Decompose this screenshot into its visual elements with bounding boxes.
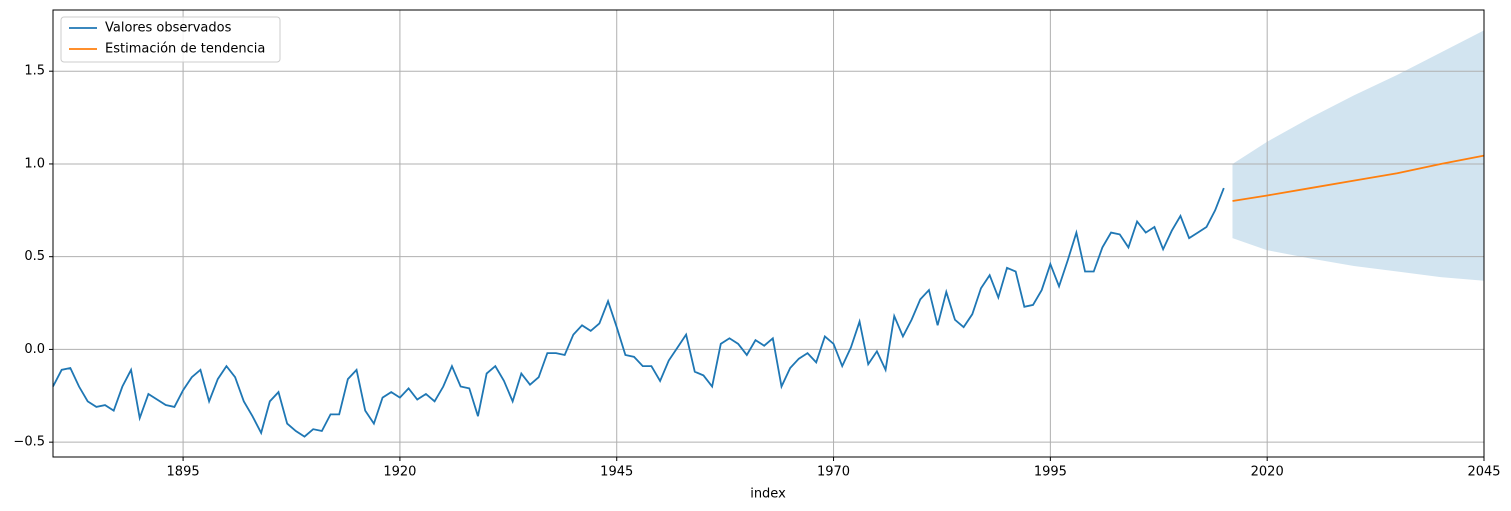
y-tick-label: −0.5 (13, 435, 45, 450)
legend-box (60, 16, 281, 63)
legend-label: Estimación de tendencia (105, 42, 265, 57)
x-tick-label: 2020 (1251, 465, 1284, 480)
y-tick-label: 1.0 (24, 156, 45, 171)
x-tick-label: 1970 (817, 465, 850, 480)
x-tick-label: 1920 (383, 465, 416, 480)
y-tick-label: 0.0 (24, 342, 45, 357)
legend: Valores observados Estimación de tendenci… (60, 16, 281, 63)
x-tick-label: 1945 (600, 465, 633, 480)
confidence-band (1232, 30, 1484, 281)
y-tick-label: 0.5 (24, 249, 45, 264)
series-line (1232, 154, 1485, 202)
series-line (52, 187, 1225, 438)
legend-label: Valores observados (105, 21, 232, 36)
x-tick-label: 1895 (167, 465, 200, 480)
plot-frame (52, 9, 1485, 458)
x-tick-label: 2045 (1467, 465, 1500, 480)
x-tick-label: 1995 (1034, 465, 1067, 480)
x-axis-label: index (750, 487, 786, 502)
y-tick-label: 1.5 (24, 64, 45, 79)
